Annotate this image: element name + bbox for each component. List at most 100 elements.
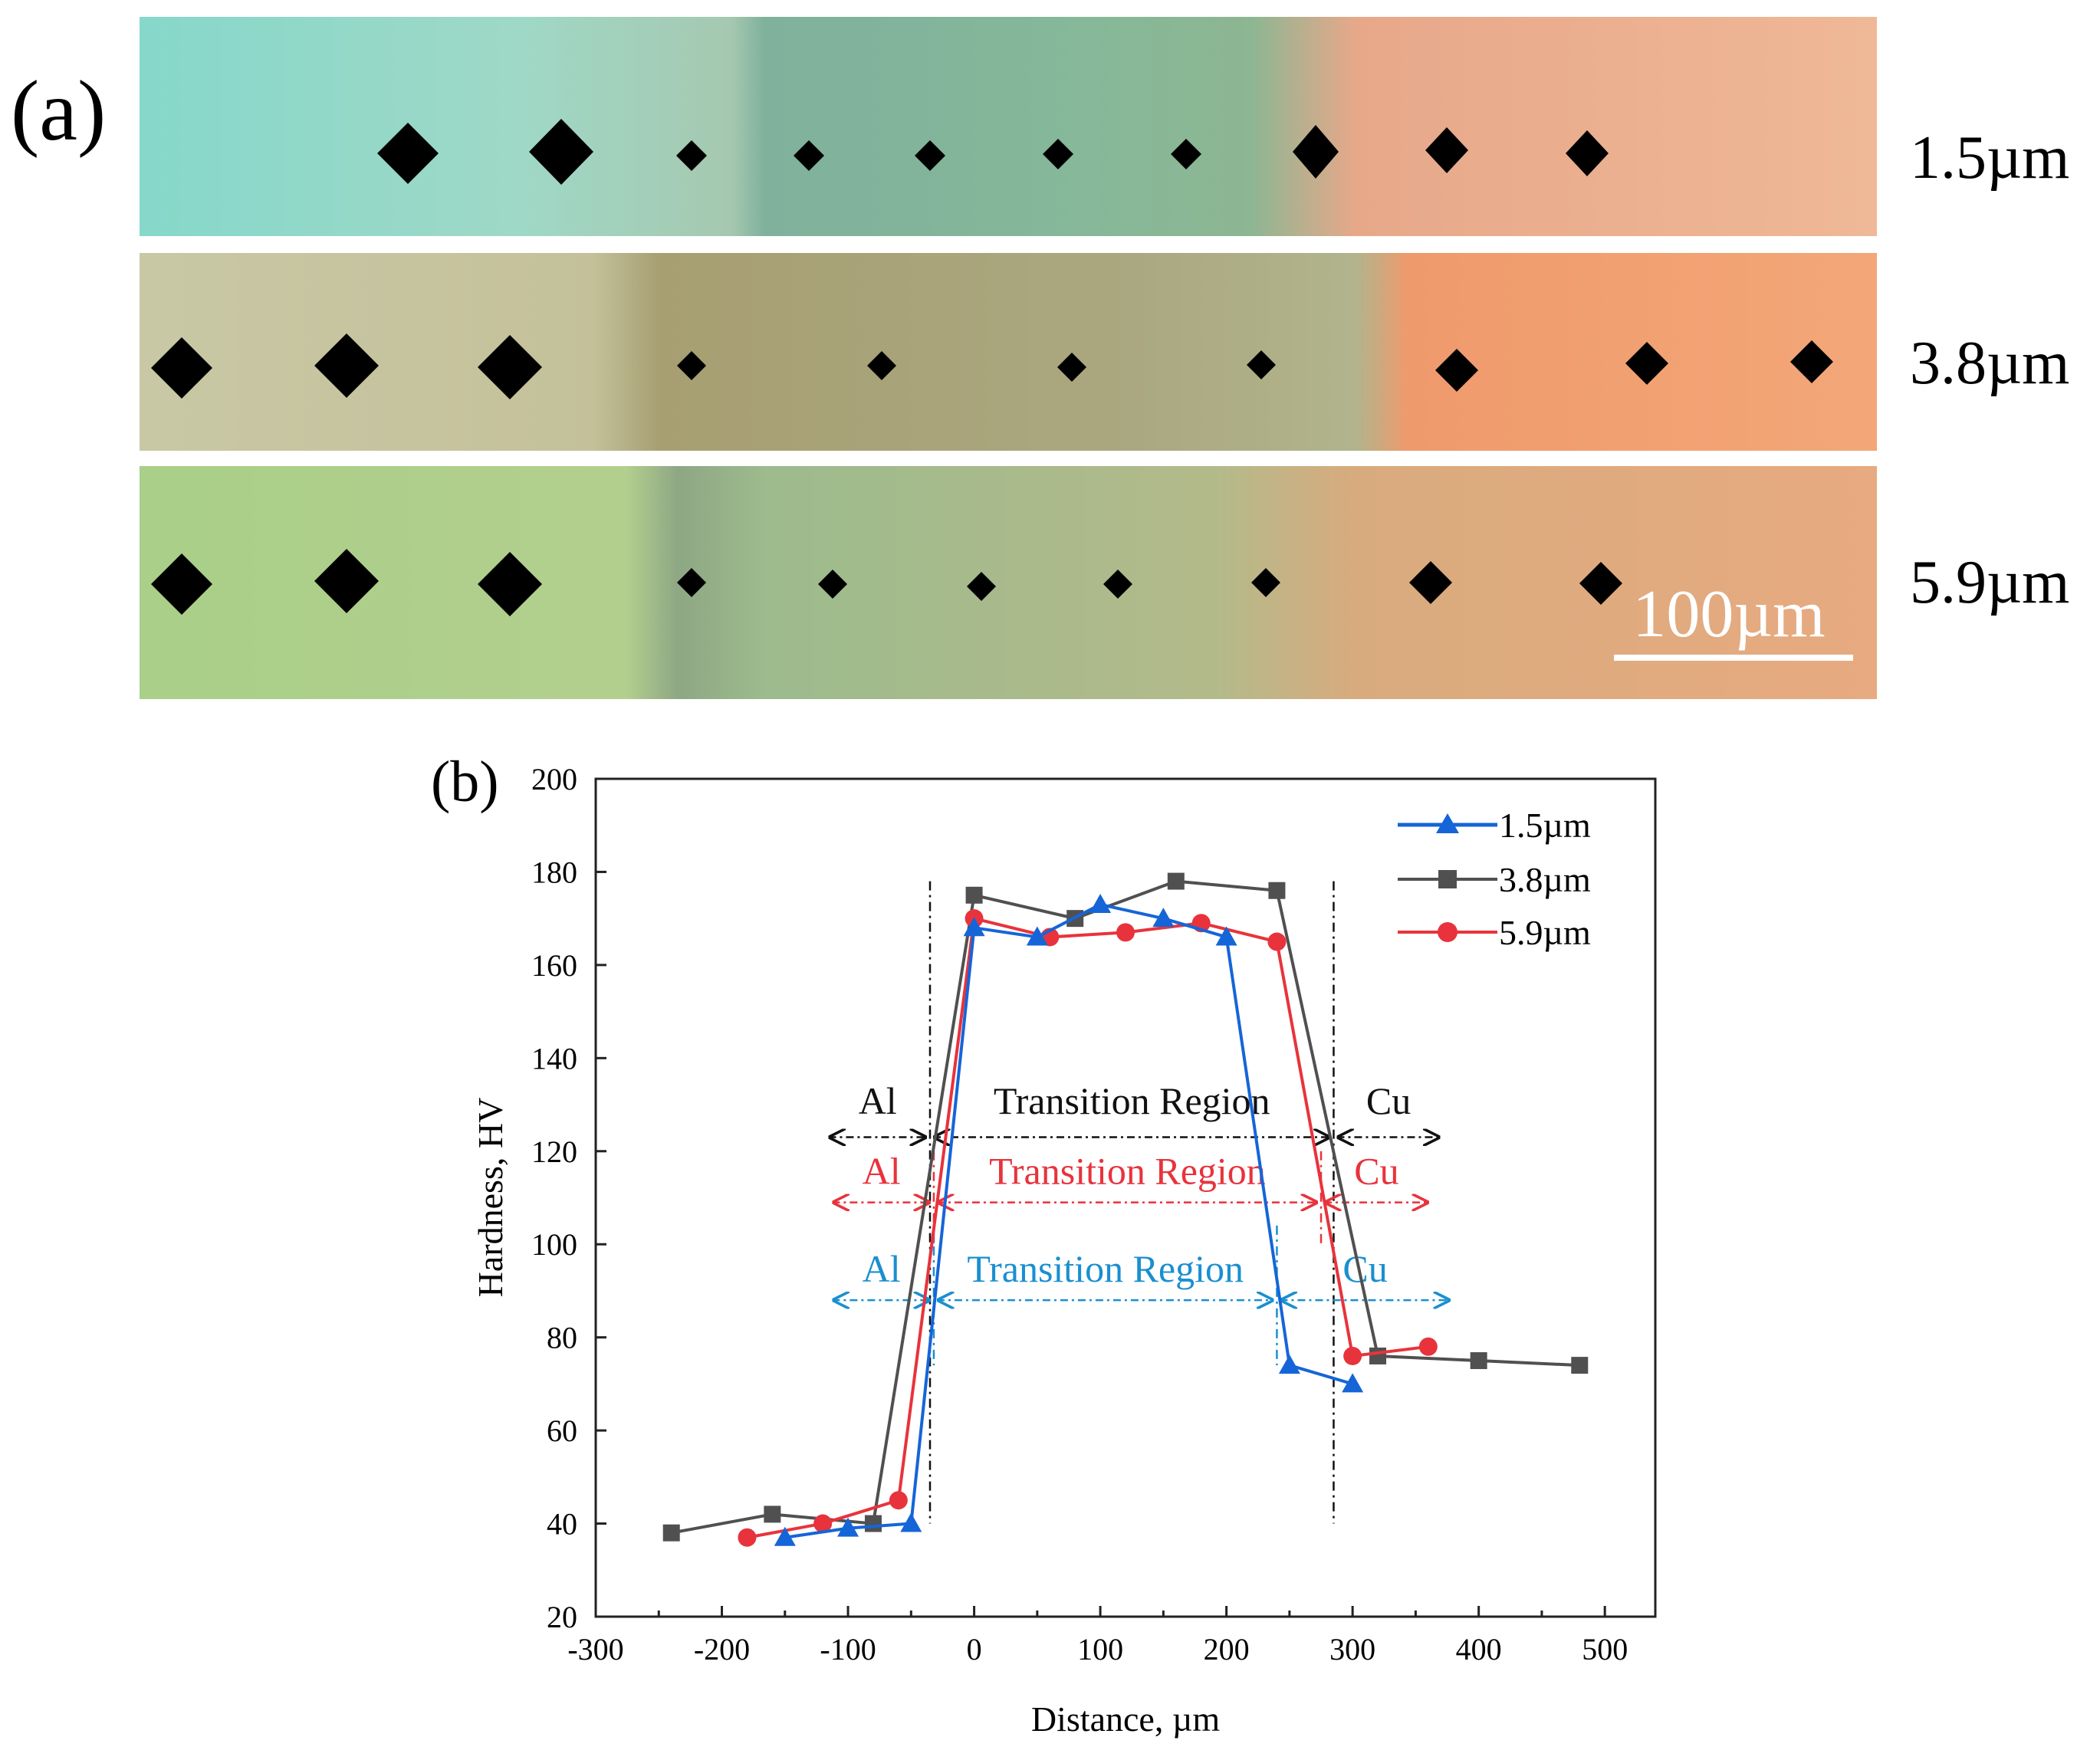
indent	[151, 337, 212, 399]
data-point	[1343, 1346, 1362, 1365]
indent	[478, 335, 542, 399]
row-label-3: 5.9µm	[1910, 549, 2069, 616]
y-tick-label: 100	[531, 1227, 577, 1262]
series-5.9µm	[738, 909, 1438, 1547]
series-line	[747, 917, 1429, 1539]
row-label-2: 3.8µm	[1910, 330, 2069, 397]
micrograph-row-2: 3.8µm	[140, 253, 2069, 451]
legend-item-3: 5.9µm	[1398, 913, 1591, 952]
indent-markers-row-1	[377, 119, 1609, 185]
data-point	[813, 1514, 833, 1533]
legend-label-1: 1.5µm	[1499, 806, 1591, 845]
indent	[1790, 340, 1833, 383]
legend-label-2: 3.8µm	[1499, 860, 1591, 899]
x-tick-label: 300	[1329, 1632, 1375, 1666]
x-tick-label: 200	[1204, 1632, 1250, 1666]
row-label-1: 1.5µm	[1910, 124, 2069, 192]
region-label-cu: Cu	[1366, 1079, 1411, 1122]
legend-label-3: 5.9µm	[1499, 913, 1591, 952]
indent	[676, 140, 707, 171]
data-point	[1116, 923, 1135, 942]
indent	[314, 333, 379, 398]
series-3.8µm	[662, 872, 1589, 1542]
y-tick-label: 80	[547, 1321, 577, 1355]
indent	[314, 549, 379, 613]
y-tick-label: 200	[531, 762, 577, 796]
indent	[1425, 127, 1468, 173]
micrograph-strip-2	[140, 253, 1877, 451]
y-tick-label: 20	[547, 1600, 577, 1634]
indent	[1251, 568, 1280, 597]
data-point	[889, 1491, 908, 1510]
data-point	[1571, 1357, 1589, 1374]
y-axis-label: Hardness, HV	[471, 1098, 510, 1298]
indent	[529, 119, 593, 185]
data-point	[1342, 1373, 1364, 1393]
legend: 1.5µm 3.8µm 5.9µm	[1398, 806, 1591, 952]
series-1.5µm	[774, 893, 1364, 1546]
data-point	[1268, 882, 1286, 899]
micrograph-row-3: 100µm 5.9µm	[140, 466, 2069, 699]
panel-b: (b) -300 -200 -100 0 100 200 300 400 500 20 40 60 80…	[431, 750, 1657, 1739]
series-line	[671, 879, 1580, 1535]
data-point	[738, 1528, 757, 1547]
x-tick-label: -200	[694, 1632, 750, 1666]
x-tick-label: 0	[967, 1632, 982, 1666]
micrograph-row-1: 1.5µm	[140, 17, 2069, 236]
data-point	[837, 1517, 859, 1537]
indent	[867, 351, 896, 380]
y-tick-label: 160	[531, 948, 577, 983]
legend-marker	[1438, 870, 1457, 888]
y-tick-label: 180	[531, 855, 577, 889]
legend-marker	[1436, 813, 1459, 833]
region-label-al: Al	[863, 1149, 901, 1192]
x-tick-label: 500	[1582, 1632, 1628, 1666]
x-tick-label: -100	[820, 1632, 876, 1666]
y-tick-label: 120	[531, 1134, 577, 1169]
indent-markers-row-3	[151, 549, 1622, 616]
panel-a-label: (a)	[11, 64, 106, 159]
data-point	[1470, 1352, 1487, 1370]
data-point	[963, 917, 985, 937]
indent	[677, 568, 706, 597]
data-point	[900, 1512, 922, 1532]
data-point	[774, 1526, 796, 1546]
data-point	[965, 886, 983, 904]
scale-bar-line	[1614, 655, 1853, 661]
scale-bar: 100µm	[1614, 577, 1853, 661]
region-label-cu: Cu	[1354, 1149, 1398, 1192]
x-tick-label: 100	[1077, 1632, 1123, 1666]
region-label-transition: Transition Region	[967, 1247, 1244, 1290]
data-point	[1278, 1354, 1300, 1374]
region-label-cu: Cu	[1342, 1247, 1387, 1290]
indent	[1566, 130, 1609, 176]
indent	[1103, 570, 1132, 599]
legend-item-1: 1.5µm	[1398, 806, 1591, 845]
indent	[1435, 349, 1478, 392]
indent	[1171, 139, 1201, 169]
data-point	[1215, 926, 1237, 946]
indent	[1579, 562, 1622, 605]
x-tick-label: 400	[1456, 1632, 1502, 1666]
region-label-transition: Transition Region	[994, 1079, 1270, 1122]
plot-frame	[594, 777, 1657, 1618]
indent	[1043, 139, 1073, 169]
data-point	[662, 1524, 680, 1542]
data-point	[1167, 872, 1185, 890]
indent	[1409, 561, 1452, 604]
x-axis-label: Distance, µm	[1031, 1699, 1220, 1739]
indent-markers-row-2	[151, 333, 1833, 399]
data-point	[1369, 1347, 1387, 1364]
indent	[1293, 125, 1339, 179]
panel-a: (a) 1.5µm	[11, 17, 2069, 699]
series-line	[784, 902, 1353, 1539]
data-point	[1026, 926, 1048, 946]
indent	[1247, 350, 1276, 379]
indent	[1057, 353, 1086, 382]
y-tick-label: 60	[547, 1414, 577, 1448]
indent	[1625, 342, 1668, 385]
axis-ticks: -300 -200 -100 0 100 200 300 400 500 20 40 60 80 100 1…	[531, 762, 1628, 1666]
series-layer	[662, 872, 1589, 1547]
region-label-al: Al	[863, 1247, 901, 1290]
